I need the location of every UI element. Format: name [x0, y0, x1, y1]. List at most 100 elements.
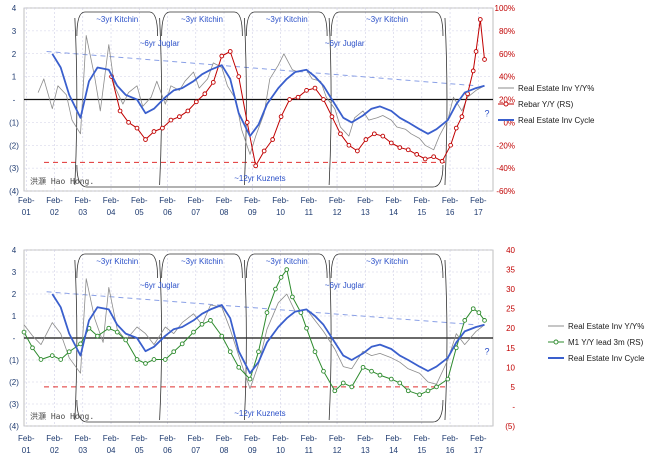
data-point [193, 99, 199, 105]
data-point [439, 158, 445, 164]
y-tick-left: 4 [12, 4, 17, 13]
data-point [482, 318, 487, 323]
data-point [117, 108, 123, 114]
data-point [360, 364, 366, 370]
legend-entry: Rebar Y/Y (RS) [518, 100, 574, 109]
data-point [171, 349, 177, 355]
x-tick-label: Feb- [18, 196, 35, 205]
y-tick-right: - [512, 402, 515, 411]
data-point [380, 133, 386, 139]
data-point [431, 154, 437, 160]
kitchin-label: ~3yr Kitchin [366, 15, 408, 24]
data-point [355, 148, 360, 154]
kuznets-label: ~12yr Kuznets [234, 174, 285, 183]
data-point [227, 49, 233, 54]
x-tick-label: 11 [305, 208, 314, 217]
cycle-divider [328, 259, 332, 421]
x-tick-label: 10 [276, 208, 285, 217]
cycle-divider [444, 259, 448, 421]
y-tick-left: - [13, 96, 16, 105]
x-tick-label: Feb- [244, 434, 261, 443]
chart-panel-1: 4 3 2 1 - (1) (2) (3) (4) 100% 80% 60% 40% 20% 0% -20% -… [9, 4, 595, 217]
kuznets-bracket [76, 399, 444, 423]
x-tick-label: Feb- [216, 434, 233, 443]
kitchin-label: ~3yr Kitchin [266, 257, 308, 266]
series-markers [109, 17, 487, 169]
x-tick-label: Feb- [216, 196, 233, 205]
data-point [236, 364, 242, 370]
data-point [304, 325, 309, 331]
data-point [295, 94, 301, 100]
data-point [191, 329, 196, 335]
data-point [134, 357, 140, 362]
x-tick-label: Feb- [385, 196, 402, 205]
x-tick-label: 17 [474, 446, 483, 455]
data-point [434, 384, 439, 390]
data-point [388, 140, 394, 146]
x-tick-label: 06 [163, 208, 172, 217]
series-line-real-estate-inv-y-y [37, 35, 485, 155]
cycle-divider [74, 259, 78, 421]
data-point [477, 17, 483, 22]
y-tick-left: - [13, 334, 16, 343]
y-tick-right: 25 [506, 305, 515, 314]
x-tick-label: 05 [135, 208, 144, 217]
y-tick-right: 40 [506, 246, 515, 255]
x-tick-label: Feb- [188, 196, 205, 205]
x-tick-label: 06 [163, 446, 172, 455]
y-tick-left: (3) [9, 400, 19, 409]
x-tick-label: Feb- [329, 196, 346, 205]
juglar-label: ~6yr Juglar [140, 39, 180, 48]
chart-panel-2: 4 3 2 1 - (1) (2) (3) (4) 40 35 30 25 20 15 10 5 - (5) Feb-… [9, 246, 645, 455]
x-tick-label: Feb- [470, 434, 487, 443]
cycle-divider [74, 17, 78, 186]
y-tick-right: 40% [499, 73, 515, 82]
question-mark: ? [484, 108, 489, 118]
data-point [208, 318, 213, 323]
kuznets-label: ~12yr Kuznets [234, 409, 285, 418]
y-tick-right: 5 [511, 383, 516, 392]
data-point [143, 361, 148, 366]
data-point [377, 372, 383, 378]
y-tick-left: 2 [12, 50, 17, 59]
cycle-annotations: ~3yr Kitchin ~3yr Kitchin ~3yr Kitchin ~3yr… [74, 11, 448, 188]
series-line-real-estate-inv-cycle [51, 53, 485, 138]
y-tick-right: 60% [499, 50, 515, 59]
y-tick-left: (2) [9, 141, 19, 150]
data-point [168, 117, 174, 123]
x-tick-label: 13 [361, 446, 370, 455]
data-point [448, 142, 453, 148]
data-point [78, 341, 83, 347]
x-tick-label: 01 [22, 208, 31, 217]
data-point [114, 329, 120, 335]
x-tick-label: Feb- [46, 434, 63, 443]
y-tick-right: -20% [496, 141, 515, 150]
y-tick-right: (5) [505, 422, 515, 431]
x-tick-label: 04 [107, 208, 116, 217]
kitchin-label: ~3yr Kitchin [96, 257, 138, 266]
x-tick-label: 11 [305, 446, 314, 455]
data-point [321, 97, 326, 102]
data-point [202, 91, 208, 97]
data-point [388, 376, 394, 382]
y-tick-right: 30 [506, 285, 515, 294]
x-tick-label: Feb- [442, 434, 459, 443]
cycle-divider [243, 259, 247, 421]
data-point [290, 294, 295, 300]
data-point [287, 97, 292, 102]
x-tick-label: Feb- [414, 434, 431, 443]
x-tick-label: 03 [78, 208, 87, 217]
x-tick-label: 13 [361, 208, 370, 217]
data-point [123, 337, 129, 343]
y-tick-right: 20 [506, 324, 515, 333]
legend: Real Estate Inv Y/Y% Rebar Y/Y (RS) Real E… [498, 84, 595, 125]
x-tick-label: 12 [333, 446, 342, 455]
x-tick-label: Feb- [414, 196, 431, 205]
juglar-label: ~6yr Juglar [325, 281, 365, 290]
x-tick-label: 15 [417, 208, 426, 217]
data-point [369, 368, 374, 374]
kitchin-bracket [76, 11, 159, 37]
kuznets-bracket [76, 164, 444, 188]
x-tick-label: 15 [417, 446, 426, 455]
y-tick-left: 2 [12, 290, 17, 299]
